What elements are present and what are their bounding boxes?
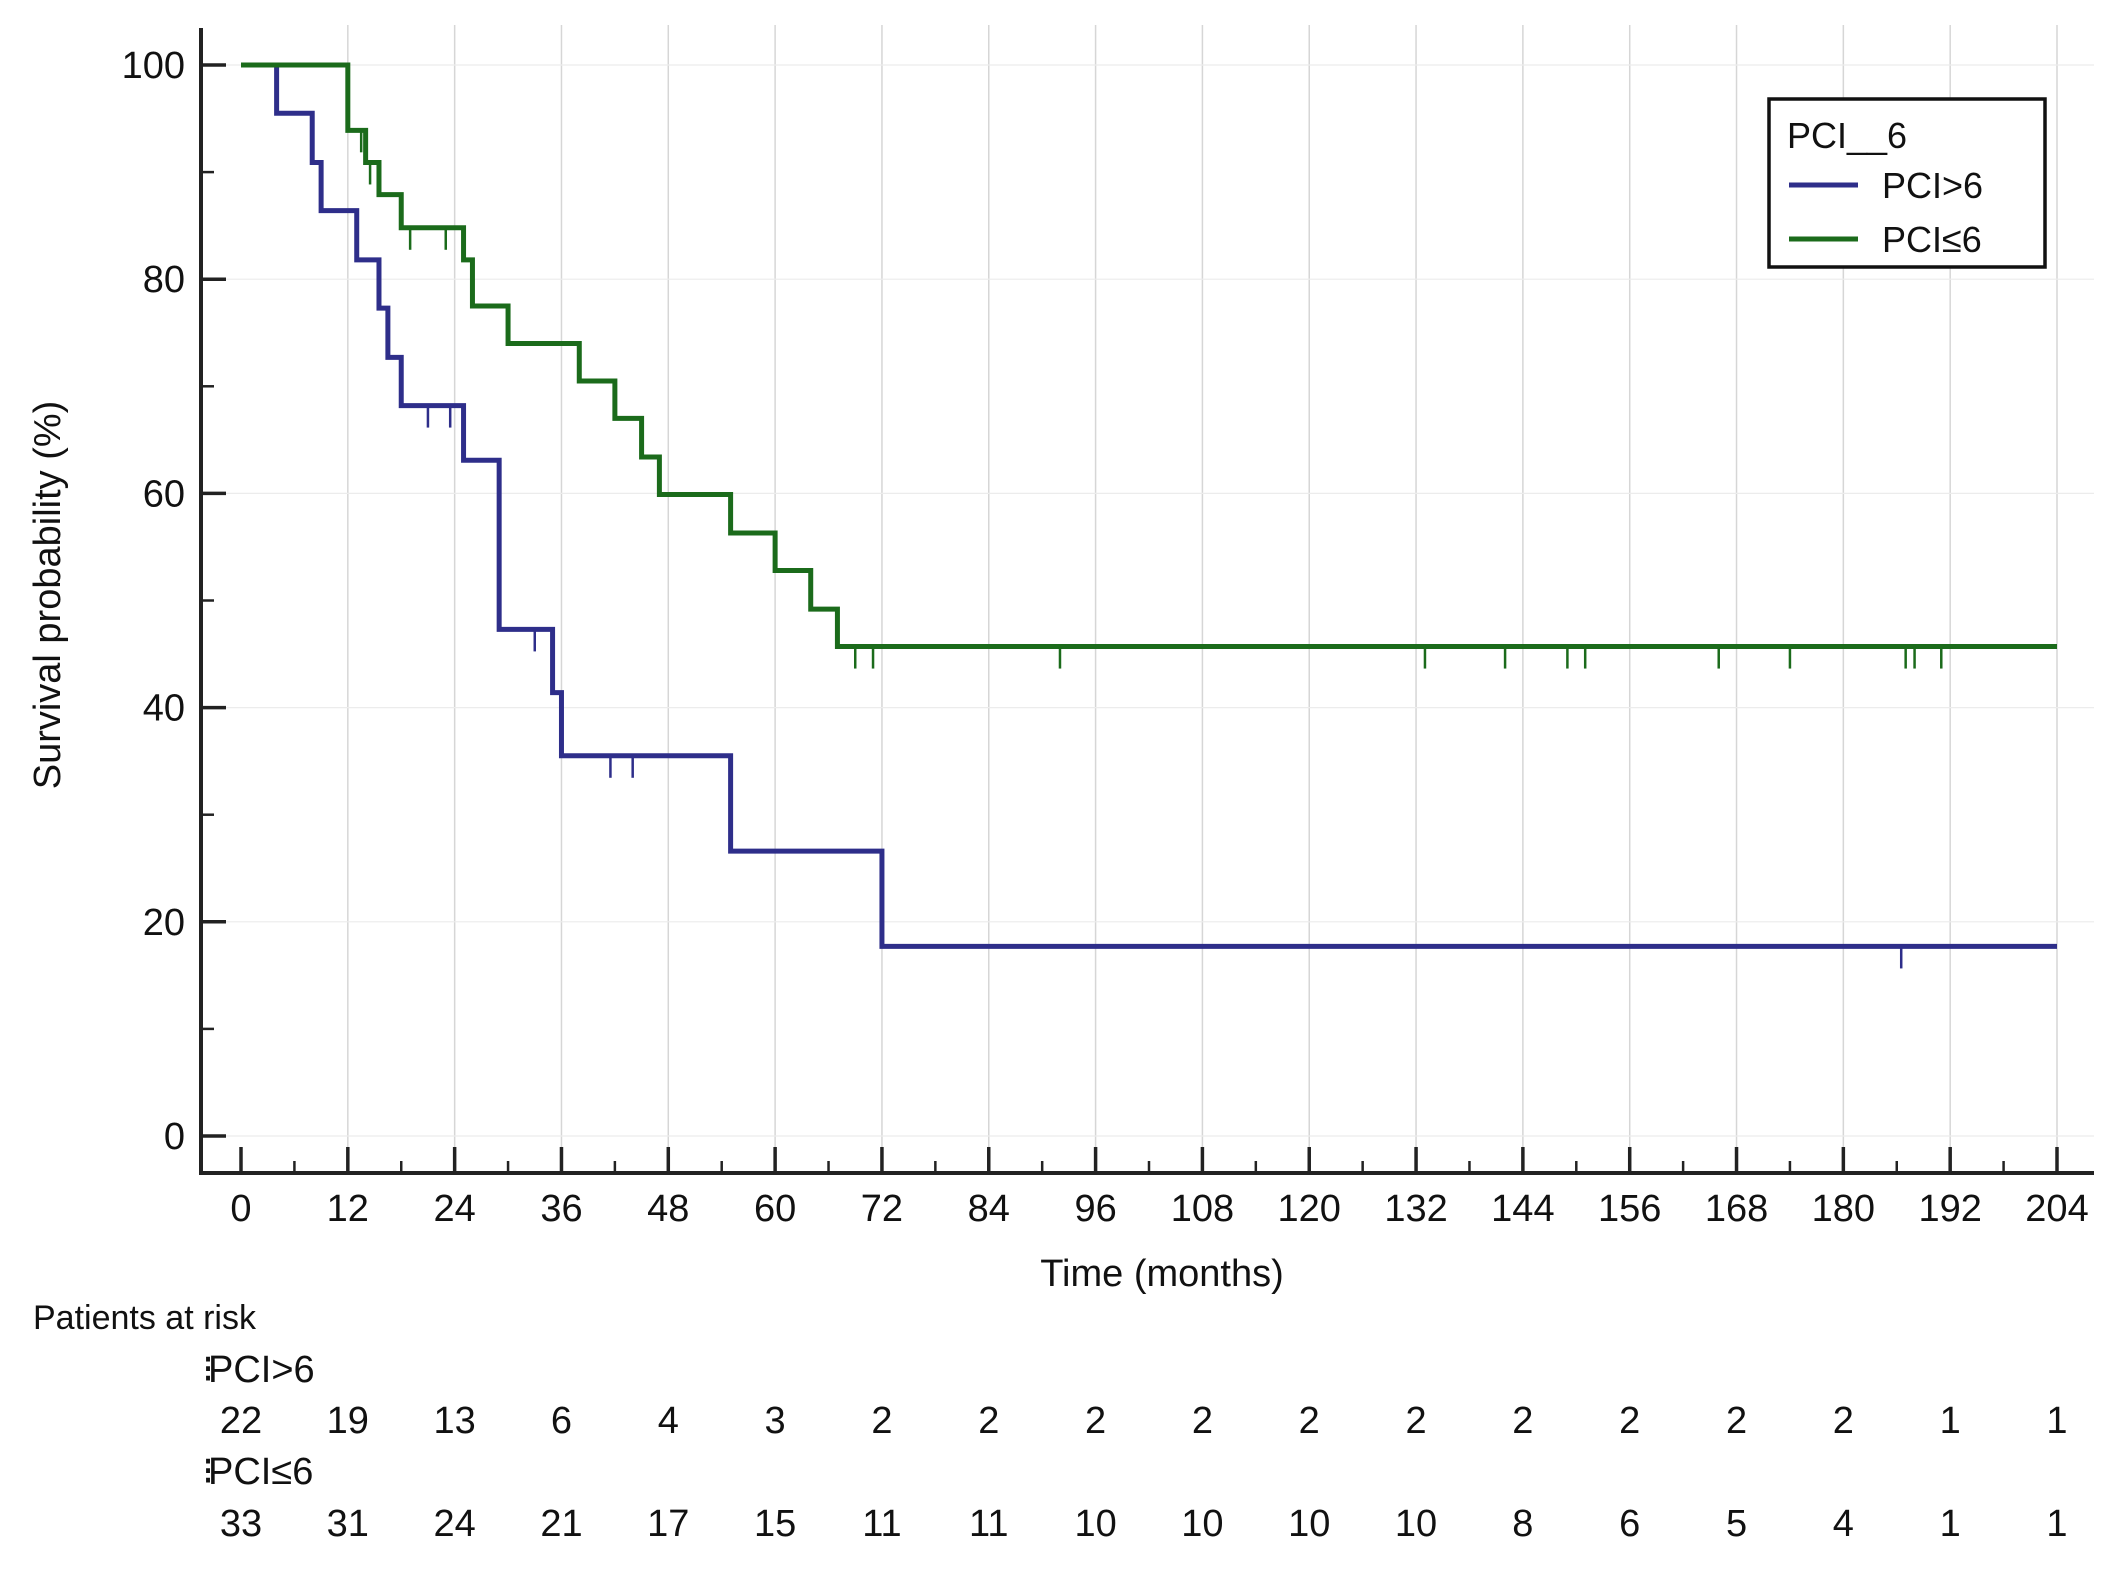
x-tick-label: 132 (1384, 1188, 1447, 1230)
legend-label-pci-gt-6: PCI>6 (1882, 165, 1983, 206)
risk-value: 2 (1405, 1400, 1426, 1442)
risk-row-label-pci-gt-6: PCI>6 (208, 1349, 315, 1391)
x-axis-title: Time (months) (1040, 1253, 1284, 1295)
x-tick-label: 144 (1491, 1188, 1554, 1230)
risk-table-title: Patients at risk (33, 1299, 257, 1337)
y-tick-label: 60 (143, 473, 185, 515)
risk-value: 2 (1726, 1400, 1747, 1442)
x-tick-label: 48 (647, 1188, 689, 1230)
x-tick-label: 192 (1918, 1188, 1981, 1230)
risk-value: 33 (220, 1503, 262, 1545)
risk-row-label-pci-le-6: PCI≤6 (208, 1451, 313, 1493)
risk-value: 6 (1619, 1503, 1640, 1545)
survival-curve-pci-gt-6 (241, 62, 2057, 949)
risk-value: 19 (327, 1400, 369, 1442)
grid-lines (201, 25, 2094, 1173)
risk-value: 10 (1074, 1503, 1116, 1545)
legend: PCI__6 PCI>6 PCI≤6 (1767, 97, 2047, 269)
risk-value: 1 (2046, 1400, 2067, 1442)
risk-value: 10 (1181, 1503, 1223, 1545)
risk-value: 2 (1512, 1400, 1533, 1442)
risk-value: 31 (327, 1503, 369, 1545)
x-tick-label: 96 (1074, 1188, 1116, 1230)
patients-at-risk-table: Patients at risk ⁝ PCI>6 ⁝ PCI≤6 22 19 13 6… (33, 1299, 2068, 1545)
y-tick-label: 100 (122, 45, 185, 87)
y-tick-label: 80 (143, 259, 185, 301)
risk-value: 4 (658, 1400, 679, 1442)
x-tick-label: 108 (1171, 1188, 1234, 1230)
legend-title: PCI__6 (1787, 115, 1907, 156)
risk-value: 8 (1512, 1503, 1533, 1545)
x-tick-label: 204 (2025, 1188, 2088, 1230)
risk-value: 21 (540, 1503, 582, 1545)
risk-values: 22 19 13 6 4 3 2 2 2 2 2 2 2 2 2 2 1 133 31 24 21 17 15 11 11 10 1… (220, 1400, 2068, 1545)
risk-value: 11 (969, 1503, 1008, 1545)
x-tick-label: 180 (1812, 1188, 1875, 1230)
risk-value: 22 (220, 1400, 262, 1442)
y-tick-label: 20 (143, 902, 185, 944)
y-tick-label: 0 (164, 1116, 185, 1158)
risk-value: 2 (1299, 1400, 1320, 1442)
risk-value: 10 (1395, 1503, 1437, 1545)
x-tick-label: 156 (1598, 1188, 1661, 1230)
risk-value: 13 (434, 1400, 476, 1442)
risk-value: 11 (862, 1503, 901, 1545)
survival-curves (241, 62, 2057, 969)
x-tick-label: 72 (861, 1188, 903, 1230)
risk-value: 3 (765, 1400, 786, 1442)
x-tick-label: 0 (230, 1188, 251, 1230)
y-axis-title: Survival probability (%) (27, 401, 69, 790)
y-tick-label: 40 (143, 688, 185, 730)
risk-value: 10 (1288, 1503, 1330, 1545)
risk-value: 2 (978, 1400, 999, 1442)
x-tick-label: 120 (1278, 1188, 1341, 1230)
risk-value: 24 (434, 1503, 476, 1545)
risk-value: 2 (1619, 1400, 1640, 1442)
risk-value: 1 (1940, 1503, 1961, 1545)
survival-curve-pci-le-6 (241, 62, 2057, 650)
risk-value: 6 (551, 1400, 572, 1442)
risk-value: 2 (1085, 1400, 1106, 1442)
risk-row-marker: ⁝ (202, 1349, 214, 1391)
risk-value: 1 (2046, 1503, 2067, 1545)
x-tick-label: 24 (434, 1188, 476, 1230)
risk-value: 2 (1192, 1400, 1213, 1442)
risk-value: 15 (754, 1503, 796, 1545)
risk-value: 17 (647, 1503, 689, 1545)
legend-label-pci-le-6: PCI≤6 (1882, 219, 1982, 260)
x-tick-label: 84 (968, 1188, 1010, 1230)
risk-value: 2 (871, 1400, 892, 1442)
risk-value: 5 (1726, 1503, 1747, 1545)
x-tick-label: 60 (754, 1188, 796, 1230)
x-tick-label: 168 (1705, 1188, 1768, 1230)
axes: 0 12 24 36 48 60 72 84 96 108 120 132 144 156 168 180 19… (122, 28, 2094, 1230)
risk-value: 2 (1833, 1400, 1854, 1442)
risk-value: 4 (1833, 1503, 1854, 1545)
x-tick-label: 12 (327, 1188, 369, 1230)
risk-row-marker: ⁝ (202, 1451, 214, 1493)
risk-value: 1 (1940, 1400, 1961, 1442)
x-tick-label: 36 (540, 1188, 582, 1230)
